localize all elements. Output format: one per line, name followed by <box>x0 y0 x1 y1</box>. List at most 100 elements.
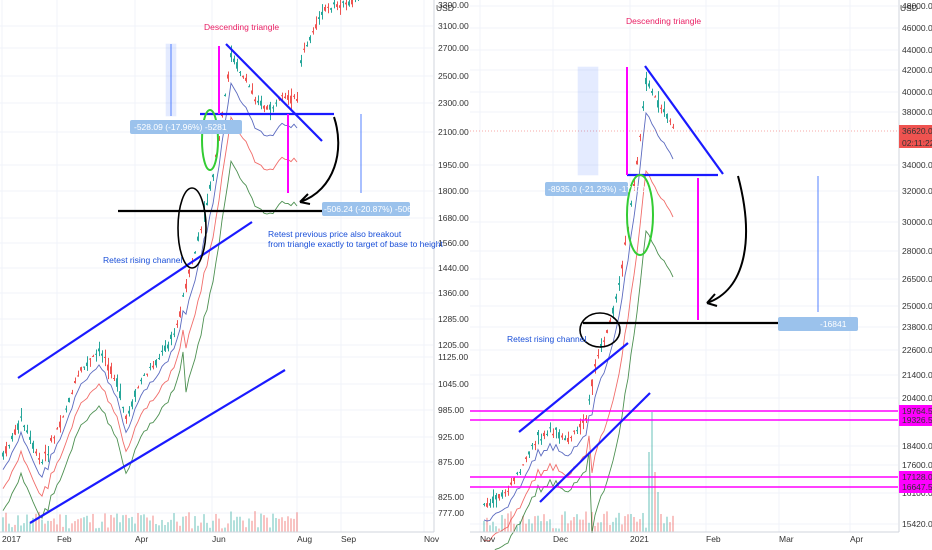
left-volume-bar <box>248 518 250 532</box>
left-candle-body <box>248 86 250 88</box>
right-candle-body <box>564 438 566 441</box>
left-candle-body <box>8 445 10 447</box>
right-volume-bar <box>531 523 533 532</box>
left-volume-bar <box>128 518 130 532</box>
left-candle-body <box>242 75 244 78</box>
right-candle-body <box>594 364 596 367</box>
left-volume-bar <box>98 527 100 532</box>
left-candle-body <box>161 350 163 352</box>
y-tick-label: 1950.00 <box>438 160 469 170</box>
left-candle-body <box>179 311 181 317</box>
right-channel-lower <box>539 392 651 503</box>
left-candle-body <box>113 377 115 379</box>
left-candle-body <box>107 364 109 371</box>
currency-label: USD <box>900 3 918 13</box>
right-volume-bar <box>621 524 623 532</box>
right-countdown-bg <box>899 137 932 148</box>
right-volume-bar <box>603 513 605 532</box>
right-candle-body <box>663 109 665 113</box>
right-candle-body <box>558 432 560 439</box>
left-candle-body <box>128 410 130 414</box>
left-candle-body <box>41 461 43 463</box>
left-volume-bar <box>32 517 34 532</box>
y-tick-label: 1800.00 <box>438 186 469 196</box>
right-volume-bar <box>558 528 560 532</box>
left-volume-bar <box>86 515 88 532</box>
right-volume-bar <box>648 452 650 532</box>
y-tick-label: 1125.00 <box>438 352 468 362</box>
right-volume-bar <box>633 517 635 532</box>
right-candle-body <box>660 107 662 109</box>
x-tick-label: 2021 <box>630 534 649 544</box>
left-candle-body <box>200 229 202 231</box>
left-candle-body <box>209 184 211 189</box>
left-candle-body <box>101 353 103 356</box>
left-triangle-top <box>225 43 323 142</box>
left-candle-body <box>330 8 332 10</box>
y-tick-label: 1360.00 <box>438 288 469 298</box>
right-candle-body <box>516 472 518 474</box>
left-volume-bar <box>287 516 289 532</box>
right-candle-body <box>666 113 668 119</box>
right-candle-body <box>534 444 536 446</box>
left-candle-body <box>116 378 118 387</box>
y-tick-label: 985.00 <box>438 405 464 415</box>
left-candle-body <box>233 58 235 63</box>
left-volume-bar <box>35 513 37 532</box>
y-tick-label: 1045.00 <box>438 379 469 389</box>
right-volume-bar <box>606 511 608 532</box>
left-candle-body <box>146 373 148 375</box>
right-candle-body <box>552 433 554 436</box>
left-candle-body <box>348 1 350 6</box>
labels: -528.09 (-17.96%) -5281 -506.24 (-20.87%)… <box>103 16 932 493</box>
left-black-circle <box>177 187 207 269</box>
right-target-label-bg <box>778 317 858 331</box>
left-volume-bar <box>155 523 157 532</box>
right-volume-bar <box>489 525 491 532</box>
left-candle-body <box>62 416 64 418</box>
left-volume-bar <box>167 522 169 532</box>
right-volume-bar <box>636 521 638 532</box>
left-candle-body <box>197 236 199 241</box>
left-volume-bar <box>227 523 229 532</box>
right-volume-bar <box>504 518 506 532</box>
left-volume-bar <box>71 523 73 532</box>
right-candle-body <box>507 490 509 492</box>
left-volume-bar <box>209 527 211 532</box>
y-tick-label: 30000.0 <box>902 217 932 227</box>
right-volume-bar <box>519 521 521 532</box>
right-volume-bar <box>525 523 527 532</box>
right-candle-body <box>606 330 608 333</box>
right-candle-body <box>636 160 638 165</box>
left-volume-bar <box>296 512 298 532</box>
x-tick-label: Feb <box>57 534 72 544</box>
left-candle-body <box>2 452 4 457</box>
left-volume-bar <box>137 513 139 532</box>
left-volume-bar <box>140 515 142 532</box>
left-curved-arrow <box>299 116 340 203</box>
left-volume-bar <box>170 519 172 532</box>
y-tick-label: 20400.0 <box>902 393 932 403</box>
right-volume-bar <box>567 523 569 532</box>
left-candle-body <box>119 391 121 399</box>
right-candle-body <box>531 444 533 446</box>
left-candle-body <box>230 53 232 58</box>
left-volume-bar <box>275 518 277 532</box>
right-volume-bar <box>492 521 494 532</box>
left-volume-bar <box>92 513 94 532</box>
y-tick-label: 21400.0 <box>902 370 932 380</box>
left-candle-body <box>47 454 49 456</box>
left-volume-bar <box>293 518 295 532</box>
right-candle-body <box>549 427 551 429</box>
right-volume-bar <box>666 516 668 532</box>
right-level-tag-bg <box>899 481 932 493</box>
right-level-tag: 16647.5 <box>902 482 932 492</box>
left-candle-body <box>303 48 305 50</box>
right-volume-bar <box>654 472 656 532</box>
left-target-label: -506.24 (-20.87%) -50621 <box>324 204 422 214</box>
left-candle-body <box>23 425 25 428</box>
left-volume-bar <box>119 522 121 532</box>
right-candle-body <box>639 135 641 137</box>
left-candle-body <box>218 137 220 139</box>
right-measure-label-bg <box>545 182 628 196</box>
